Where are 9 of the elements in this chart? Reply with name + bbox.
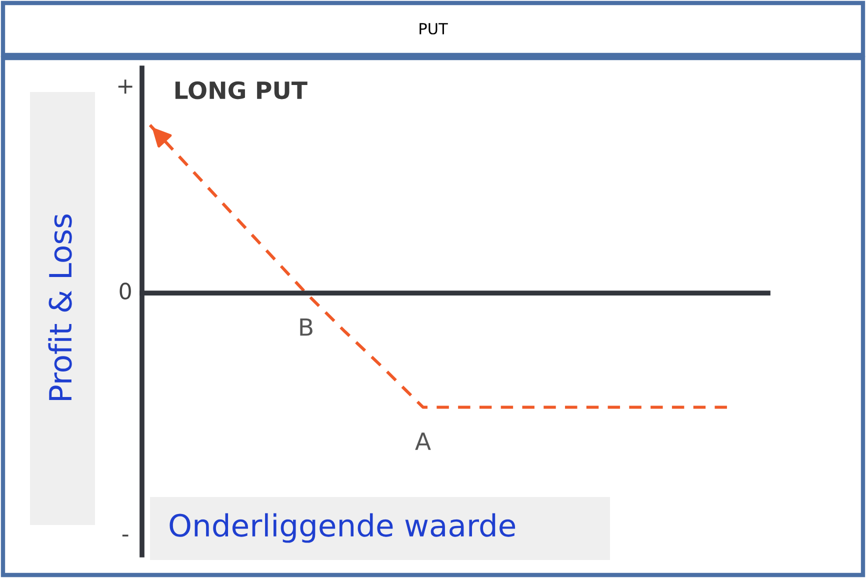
x-tick-label: A — [415, 432, 431, 450]
text: - — [122, 534, 128, 536]
text: 0 — [120, 282, 131, 300]
chart-title: PUT — [420, 23, 448, 34]
y-axis-title: Profit & Loss — [48, 214, 72, 400]
x-tick-label: B — [300, 318, 312, 336]
text: + — [118, 80, 132, 94]
chart-subtitle: LONG PUT — [175, 81, 308, 100]
x-axis-title: Onderliggende waarde — [170, 513, 516, 543]
